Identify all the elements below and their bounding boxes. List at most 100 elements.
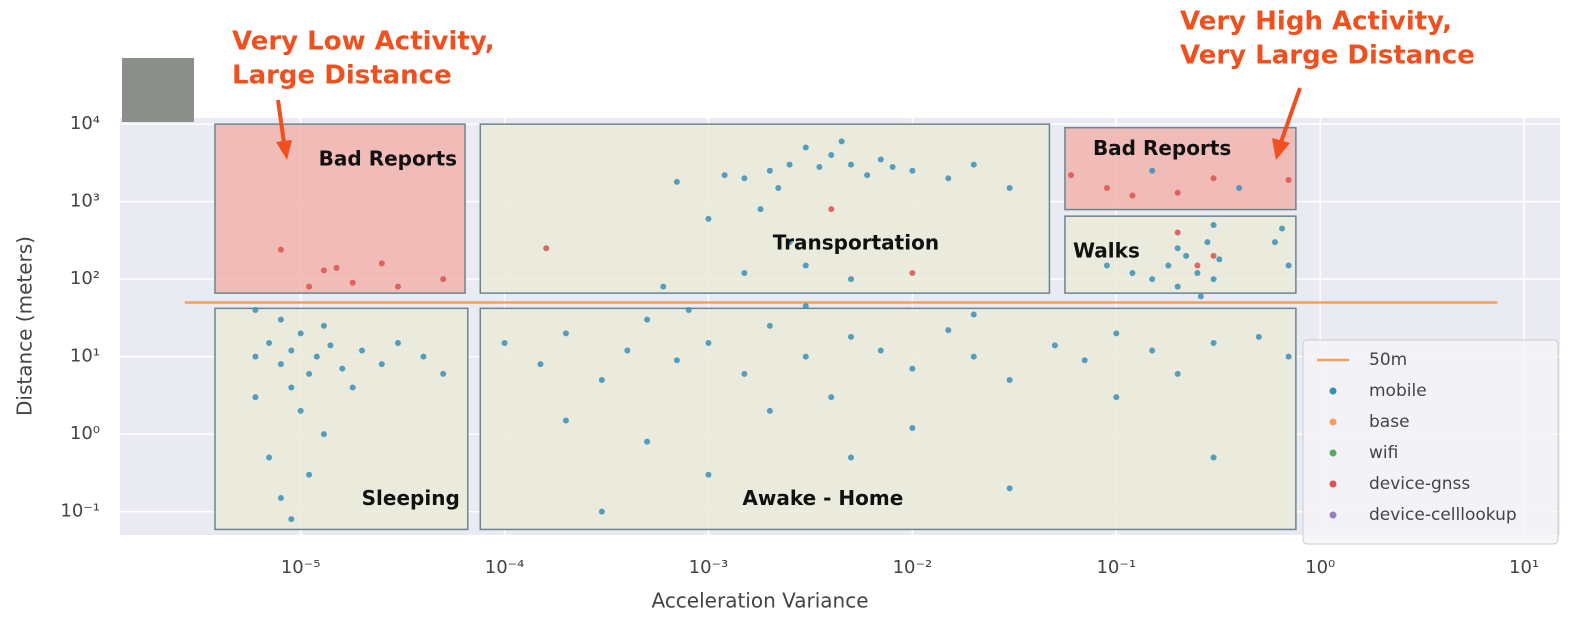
y-tick-label: 10⁻¹ (60, 501, 100, 522)
point (1149, 276, 1156, 283)
point (802, 353, 809, 360)
point (320, 267, 327, 274)
x-tick-label: 10⁻⁴ (485, 557, 525, 578)
point (1255, 333, 1262, 340)
point (766, 167, 773, 174)
x-axis-label: Acceleration Variance (651, 589, 868, 613)
point (1210, 221, 1217, 228)
legend-swatch (1329, 418, 1337, 426)
point (909, 425, 916, 432)
arrow-head (276, 140, 292, 160)
point (1183, 252, 1190, 259)
region (1064, 126, 1297, 211)
legend-label: wifi (1369, 443, 1398, 463)
point (378, 361, 385, 368)
point (766, 407, 773, 414)
point (838, 138, 845, 145)
point (1285, 177, 1292, 184)
annotation: Very High Activity, (1180, 7, 1452, 37)
point (786, 239, 793, 246)
point (277, 316, 284, 323)
point (1068, 172, 1075, 179)
legend-label: base (1369, 412, 1410, 432)
point (660, 283, 667, 290)
legend-label: device-gnss (1369, 474, 1470, 494)
region-label: Awake - Home (742, 486, 903, 510)
point (252, 306, 259, 313)
point (1165, 262, 1172, 269)
y-axis-label: Distance (meters) (13, 236, 37, 416)
point (848, 161, 855, 168)
point (816, 163, 823, 170)
point (252, 353, 259, 360)
point (909, 167, 916, 174)
point (320, 322, 327, 329)
point (624, 347, 631, 354)
point (333, 264, 340, 271)
point (889, 163, 896, 170)
point (828, 206, 835, 213)
point (297, 330, 304, 337)
x-tick-label: 10⁰ (1305, 557, 1335, 578)
point (1006, 184, 1013, 191)
point (1103, 184, 1110, 191)
annotation: Very Low Activity, (232, 27, 495, 57)
point (394, 340, 401, 347)
region-label: Bad Reports (1093, 136, 1231, 160)
x-tick-label: 10⁻³ (689, 557, 729, 578)
legend-swatch (1329, 480, 1337, 488)
x-tick-label: 10⁻¹ (1096, 557, 1136, 578)
point (802, 303, 809, 310)
point (1271, 239, 1278, 246)
point (1174, 370, 1181, 377)
point (562, 417, 569, 424)
point (297, 407, 304, 414)
region (1064, 215, 1297, 294)
point (864, 172, 871, 179)
point (313, 353, 320, 360)
point (1210, 175, 1217, 182)
point (721, 172, 728, 179)
point (945, 175, 952, 182)
region (214, 307, 469, 531)
point (1197, 293, 1204, 300)
point (598, 376, 605, 383)
point (848, 276, 855, 283)
arrow-head (1272, 138, 1290, 160)
point (598, 508, 605, 515)
point (339, 365, 346, 372)
point (1006, 485, 1013, 492)
point (1210, 340, 1217, 347)
point (1194, 262, 1201, 269)
point (828, 394, 835, 401)
point (909, 365, 916, 372)
legend-label: 50m (1369, 350, 1407, 370)
point (277, 495, 284, 502)
point (1103, 262, 1110, 269)
point (266, 340, 273, 347)
point (1174, 229, 1181, 236)
point (349, 384, 356, 391)
point (266, 454, 273, 461)
point (1204, 239, 1211, 246)
point (685, 306, 692, 313)
point (327, 342, 334, 349)
point (970, 161, 977, 168)
point (394, 283, 401, 290)
point (1194, 270, 1201, 277)
point (1174, 189, 1181, 196)
point (440, 370, 447, 377)
point (673, 178, 680, 185)
region-label: Bad Reports (319, 147, 457, 171)
point (877, 347, 884, 354)
point (306, 370, 313, 377)
x-tick-label: 10⁻⁵ (281, 557, 321, 578)
point (349, 279, 356, 286)
point (277, 361, 284, 368)
point (705, 340, 712, 347)
annotation: Very Large Distance (1180, 41, 1475, 71)
point (828, 151, 835, 158)
point (705, 471, 712, 478)
point (1006, 376, 1013, 383)
